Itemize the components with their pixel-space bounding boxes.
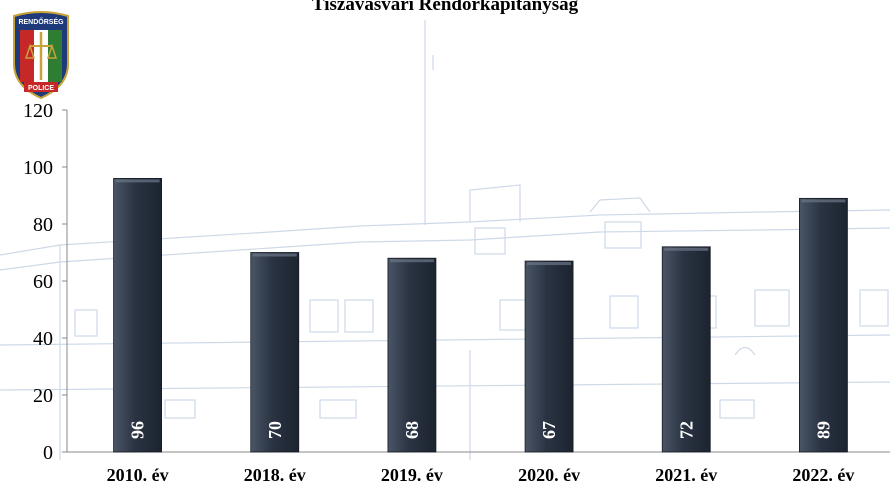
x-category-label: 2018. év: [244, 465, 306, 485]
logo-bottom-text: POLICE: [28, 85, 54, 92]
data-label: 70: [265, 421, 285, 439]
bar: [661, 246, 711, 453]
bar-highlight: [115, 179, 160, 183]
data-label: 67: [539, 421, 559, 439]
data-label: 68: [402, 421, 422, 439]
chart-bars: [113, 177, 848, 453]
police-badge-logo: RENDŐRSÉG POLICE: [13, 11, 69, 100]
chart-labels: 96 2010. év 70 2018. év 68 2019. év 67 2020. év…: [107, 421, 855, 485]
y-tick-label: 80: [33, 214, 53, 236]
logo-top-text: RENDŐRSÉG: [18, 17, 64, 26]
chart-axes: 0 20 40 60 80 100 120: [23, 100, 890, 464]
bar: [113, 177, 162, 453]
y-tick-label: 60: [33, 271, 53, 293]
x-category-label: 2019. év: [381, 465, 443, 485]
x-category-label: 2020. év: [518, 465, 580, 485]
x-category-label: 2022. év: [792, 465, 854, 485]
bar: [250, 252, 300, 453]
y-tick-label: 120: [23, 100, 53, 122]
y-tick-label: 40: [33, 328, 53, 350]
bar-highlight: [527, 262, 572, 266]
y-tick-label: 100: [23, 157, 53, 179]
data-label: 72: [676, 421, 696, 439]
data-label: 89: [813, 421, 833, 439]
bar-highlight: [252, 253, 297, 257]
x-category-label: 2021. év: [655, 465, 717, 485]
chart-title: Tiszavasvári Rendőrkapitányság: [311, 0, 579, 15]
bar-highlight: [389, 259, 434, 263]
y-tick-label: 0: [43, 442, 53, 464]
bar: [524, 260, 574, 453]
bar-highlight: [801, 199, 846, 203]
bar: [387, 257, 437, 453]
data-label: 96: [128, 421, 148, 439]
y-tick-label: 20: [33, 385, 53, 407]
bar: [799, 197, 848, 453]
x-category-label: 2010. év: [107, 465, 169, 485]
bar-highlight: [664, 247, 709, 251]
